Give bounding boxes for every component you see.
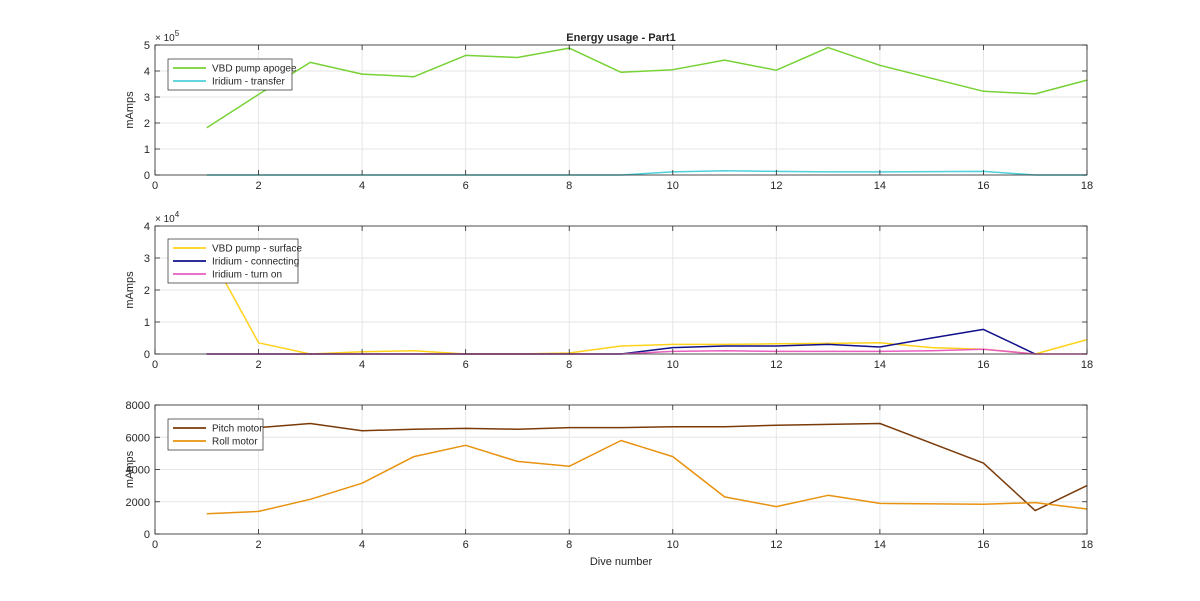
x-tick-label: 10 bbox=[667, 539, 679, 551]
x-tick-label: 10 bbox=[667, 180, 679, 192]
y-tick-label: 6000 bbox=[126, 432, 150, 444]
y-tick-label: 8000 bbox=[126, 400, 150, 412]
x-tick-label: 2 bbox=[255, 359, 261, 371]
y-tick-label: 4 bbox=[144, 221, 150, 233]
figure-title: Energy usage - Part1 bbox=[566, 32, 675, 44]
series-line-pitch-motor bbox=[206, 422, 1088, 512]
x-tick-label: 18 bbox=[1081, 180, 1093, 192]
y-exponent-label: × 104 bbox=[155, 210, 180, 225]
x-tick-label: 2 bbox=[255, 539, 261, 551]
legend-box bbox=[167, 58, 293, 91]
x-tick-label: 0 bbox=[152, 539, 158, 551]
x-tick-label: 12 bbox=[770, 359, 782, 371]
y-tick-label: 3 bbox=[144, 92, 150, 104]
x-tick-label: 16 bbox=[977, 539, 989, 551]
legend-entry: Iridium - transfer bbox=[212, 77, 285, 88]
x-tick-label: 14 bbox=[874, 180, 886, 192]
x-tick-label: 12 bbox=[770, 180, 782, 192]
y-tick-label: 3 bbox=[144, 253, 150, 265]
y-tick-label: 5 bbox=[144, 40, 150, 52]
y-tick-label: 2 bbox=[144, 285, 150, 297]
x-axis-label: Dive number bbox=[590, 556, 653, 568]
plot-area bbox=[155, 45, 1087, 175]
y-axis-label: mAmps bbox=[124, 450, 136, 488]
y-tick-label: 1 bbox=[144, 144, 150, 156]
y-tick-label: 0 bbox=[144, 529, 150, 541]
axes-box bbox=[154, 44, 1088, 176]
x-tick-label: 0 bbox=[152, 359, 158, 371]
y-tick-label: 1 bbox=[144, 317, 150, 329]
x-tick-label: 18 bbox=[1081, 359, 1093, 371]
x-tick-label: 14 bbox=[874, 359, 886, 371]
legend: VBD pump apogee Iridium - transfer bbox=[167, 58, 297, 91]
x-tick-label: 0 bbox=[152, 180, 158, 192]
legend-box bbox=[167, 418, 264, 451]
legend-entry: VBD pump apogee bbox=[212, 64, 297, 75]
x-tick-label: 16 bbox=[977, 180, 989, 192]
x-tick-label: 12 bbox=[770, 539, 782, 551]
y-axis-label: mAmps bbox=[124, 91, 136, 129]
series-line-roll-motor bbox=[206, 439, 1088, 515]
x-tick-label: 8 bbox=[566, 359, 572, 371]
x-tick-label: 2 bbox=[255, 180, 261, 192]
x-tick-label: 10 bbox=[667, 359, 679, 371]
x-tick-label: 4 bbox=[359, 539, 365, 551]
legend: Pitch motor Roll motor bbox=[167, 418, 264, 451]
x-tick-label: 8 bbox=[566, 180, 572, 192]
x-tick-label: 6 bbox=[463, 359, 469, 371]
legend-entry: Pitch motor bbox=[212, 424, 263, 435]
legend-entry: VBD pump - surface bbox=[212, 244, 302, 255]
legend: VBD pump - surface Iridium - connecting Ir… bbox=[167, 238, 302, 284]
x-tick-label: 6 bbox=[463, 539, 469, 551]
x-tick-label: 4 bbox=[359, 359, 365, 371]
subplot-3: 0 2 4 6 8 10 12 14 16 18 0 2000 4000 6000 8000 mAmps Pit… bbox=[124, 400, 1093, 551]
legend-entry: Iridium - turn on bbox=[212, 270, 282, 281]
y-tick-label: 2000 bbox=[126, 497, 150, 509]
x-tick-label: 14 bbox=[874, 539, 886, 551]
series-line-vbd-pump-surface bbox=[206, 248, 1088, 355]
x-tick-label: 6 bbox=[463, 180, 469, 192]
legend-entry: Roll motor bbox=[212, 437, 258, 448]
x-tick-label: 8 bbox=[566, 539, 572, 551]
x-tick-label: 18 bbox=[1081, 539, 1093, 551]
y-tick-label: 4000 bbox=[126, 465, 150, 477]
y-tick-label: 0 bbox=[144, 170, 150, 182]
y-axis-label: mAmps bbox=[124, 271, 136, 309]
y-tick-label: 2 bbox=[144, 118, 150, 130]
y-exponent-label: × 105 bbox=[155, 29, 180, 44]
x-tick-label: 4 bbox=[359, 180, 365, 192]
y-tick-label: 4 bbox=[144, 66, 150, 78]
y-tick-label: 0 bbox=[144, 349, 150, 361]
x-tick-label: 16 bbox=[977, 359, 989, 371]
legend-entry: Iridium - connecting bbox=[212, 257, 299, 268]
series-line-vbd-pump-apogee bbox=[206, 46, 1088, 129]
